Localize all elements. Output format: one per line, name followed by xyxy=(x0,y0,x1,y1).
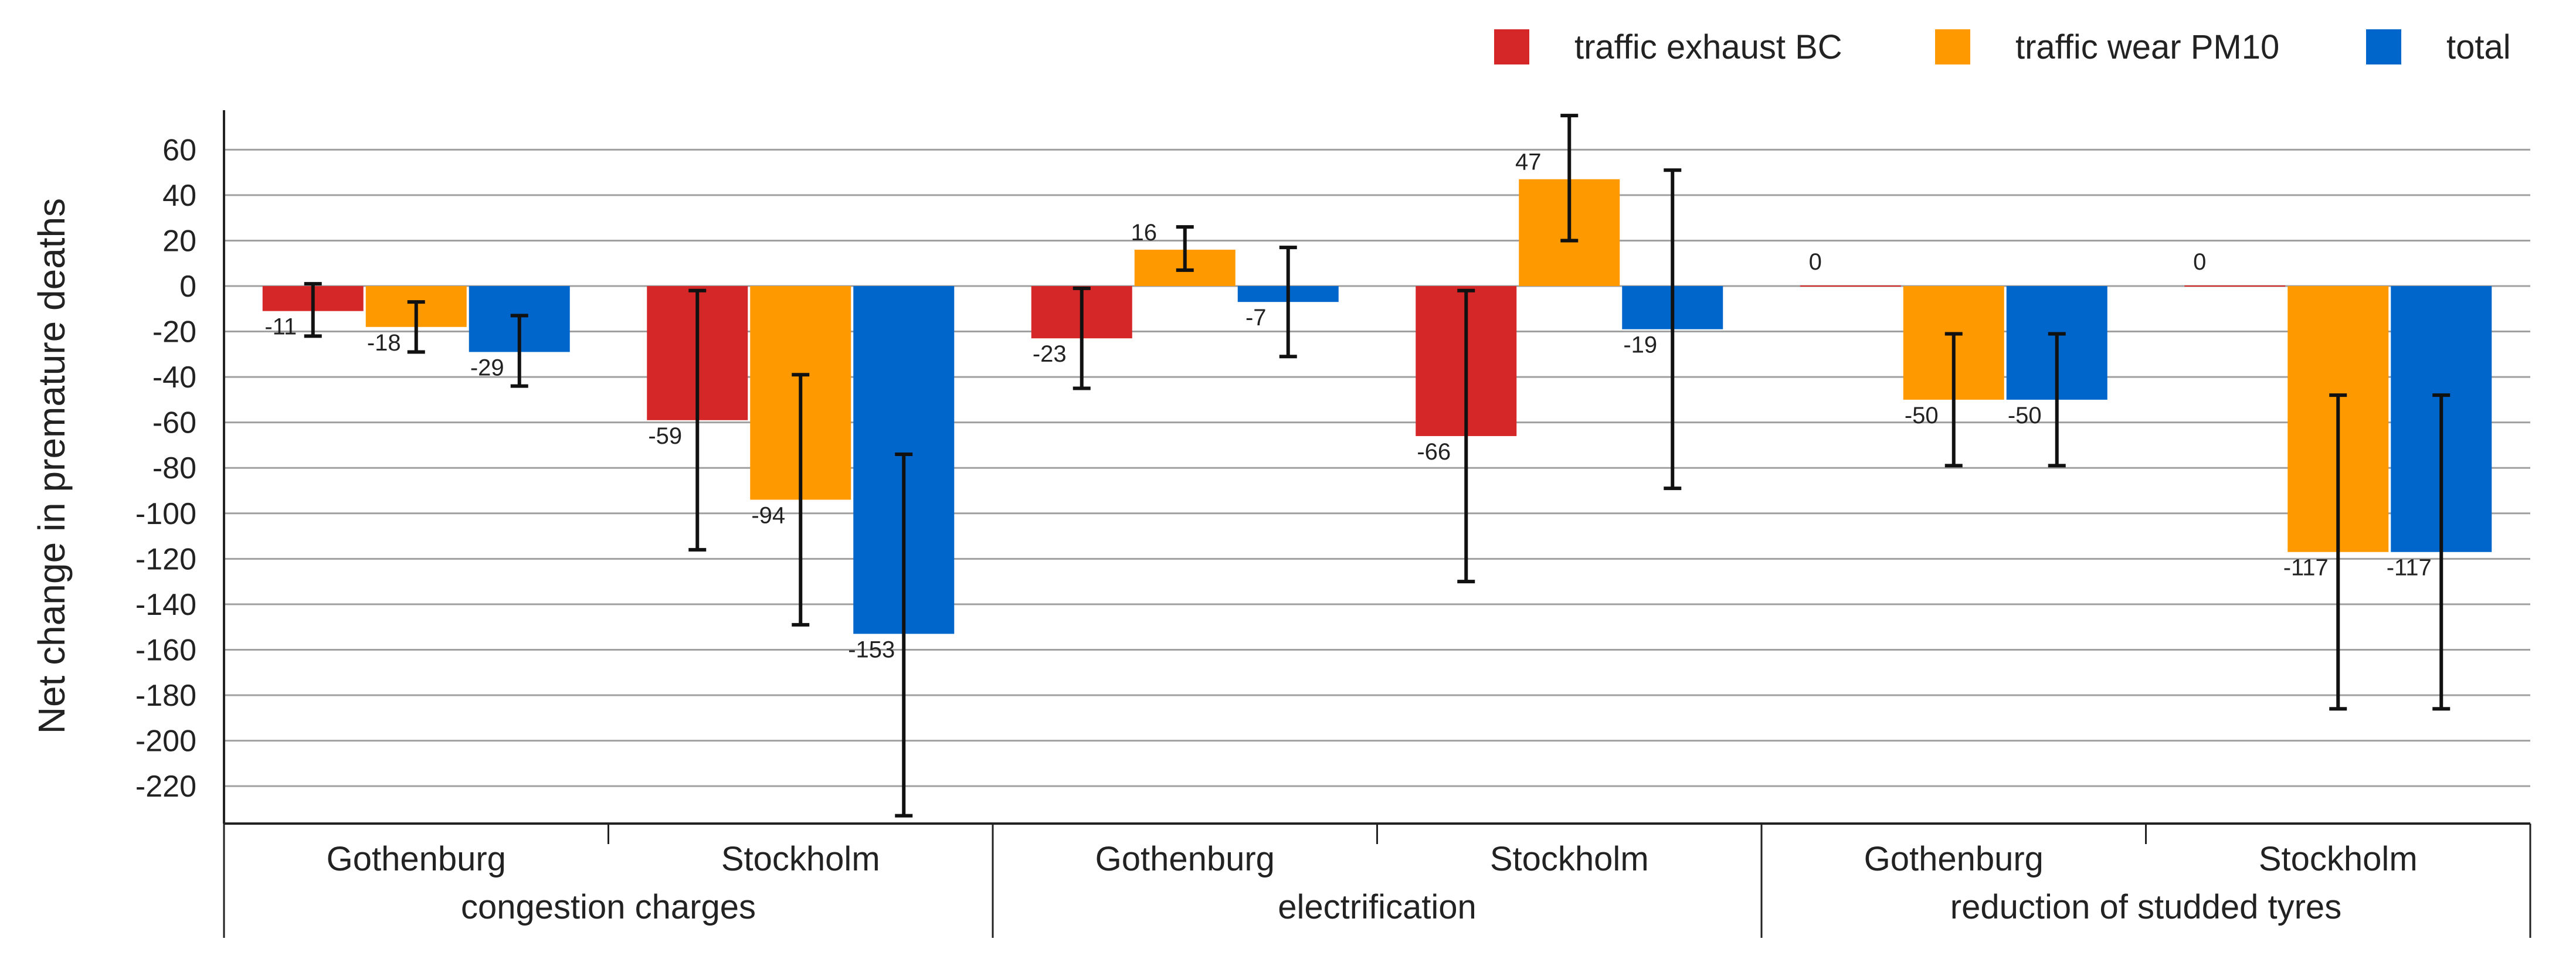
data-label: -66 xyxy=(1417,439,1451,465)
x-group-label: electrification xyxy=(1278,888,1476,926)
legend-swatch xyxy=(2366,29,2401,64)
x-group-label: reduction of studded tyres xyxy=(1950,888,2341,926)
y-tick-label: -120 xyxy=(135,542,196,576)
bars xyxy=(262,179,2492,634)
y-tick-label: -160 xyxy=(135,633,196,667)
data-labels: -11 -59 -23 -66 0 0 -18 -94 16 47 -50 -117 -29 -153 -7… xyxy=(264,149,2431,663)
axes xyxy=(223,110,2531,938)
y-tick-label: 40 xyxy=(162,179,196,213)
y-tick-label: -180 xyxy=(135,679,196,713)
y-tick-label: -200 xyxy=(135,724,196,758)
x-category-labels: Gothenburg Stockholm Gothenburg Stockholm Go… xyxy=(327,840,2418,926)
y-tick-label: 0 xyxy=(179,270,196,304)
legend-label: total xyxy=(2446,28,2511,66)
x-category-label: Gothenburg xyxy=(1864,840,2044,878)
error-bars xyxy=(304,114,2451,818)
y-tick-label: -40 xyxy=(152,360,196,394)
data-label: 0 xyxy=(1809,249,1822,275)
data-label: 0 xyxy=(2193,249,2206,275)
legend-label: traffic exhaust BC xyxy=(1574,28,1842,66)
data-label: -11 xyxy=(264,314,297,340)
data-label: -7 xyxy=(1245,305,1267,331)
x-category-label: Gothenburg xyxy=(327,840,506,878)
y-tick-label: -100 xyxy=(135,497,196,531)
data-label: -23 xyxy=(1033,341,1067,367)
x-group-label: congestion charges xyxy=(461,888,756,926)
legend: traffic exhaust BC traffic wear PM10 total xyxy=(1494,28,2511,66)
y-tick-label: -140 xyxy=(135,588,196,622)
x-category-label: Stockholm xyxy=(2259,840,2418,878)
data-label: -29 xyxy=(470,355,504,380)
y-tick-label: 20 xyxy=(162,224,196,258)
data-label: -50 xyxy=(1905,403,1939,428)
legend-swatch xyxy=(1494,29,1529,64)
y-tick-label: -220 xyxy=(135,770,196,804)
y-tick-label: 60 xyxy=(162,133,196,167)
y-tick-label: -20 xyxy=(152,315,196,349)
data-label: 16 xyxy=(1131,220,1158,246)
data-label: -117 xyxy=(2387,555,2432,581)
data-label: -50 xyxy=(2008,403,2042,428)
data-label: -94 xyxy=(751,503,785,529)
x-category-label: Stockholm xyxy=(721,840,880,878)
data-label: -153 xyxy=(848,637,895,662)
data-label: -59 xyxy=(648,423,682,449)
y-tick-labels: 60 40 20 0 -20 -40 -60 -80 -100 -120 -140 -160 -180 -… xyxy=(135,133,196,804)
data-label: 47 xyxy=(1515,149,1542,175)
x-category-label: Gothenburg xyxy=(1095,840,1275,878)
legend-label: traffic wear PM10 xyxy=(2015,28,2279,66)
data-label: -18 xyxy=(367,330,401,356)
y-tick-label: -80 xyxy=(152,451,196,485)
data-label: -19 xyxy=(1623,332,1657,358)
y-tick-label: -60 xyxy=(152,406,196,440)
x-category-label: Stockholm xyxy=(1490,840,1649,878)
legend-swatch xyxy=(1935,29,1970,64)
y-axis-label: Net change in premature deaths xyxy=(30,198,73,734)
data-label: -117 xyxy=(2283,555,2329,581)
gridlines xyxy=(224,148,2530,787)
